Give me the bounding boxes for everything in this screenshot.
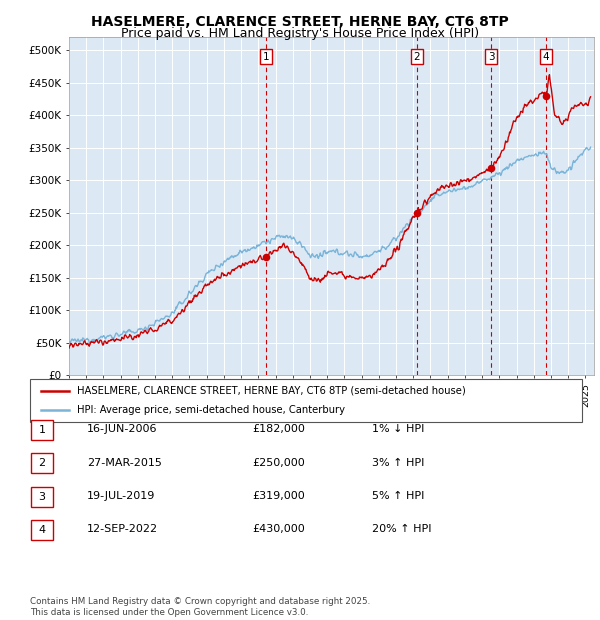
Text: 2: 2 (38, 458, 46, 468)
Text: 5% ↑ HPI: 5% ↑ HPI (372, 491, 424, 501)
Text: Contains HM Land Registry data © Crown copyright and database right 2025.
This d: Contains HM Land Registry data © Crown c… (30, 598, 370, 617)
Text: £250,000: £250,000 (252, 458, 305, 467)
Text: 4: 4 (542, 51, 549, 62)
Text: HASELMERE, CLARENCE STREET, HERNE BAY, CT6 8TP: HASELMERE, CLARENCE STREET, HERNE BAY, C… (91, 16, 509, 30)
Text: 3: 3 (38, 492, 46, 502)
FancyBboxPatch shape (30, 379, 582, 422)
Text: 19-JUL-2019: 19-JUL-2019 (87, 491, 155, 501)
Text: HPI: Average price, semi-detached house, Canterbury: HPI: Average price, semi-detached house,… (77, 405, 345, 415)
Point (541, 91, 551, 100)
Text: 1: 1 (263, 51, 269, 62)
Text: 3% ↑ HPI: 3% ↑ HPI (372, 458, 424, 467)
Point (412, 208, 422, 218)
Text: £182,000: £182,000 (252, 424, 305, 434)
Text: £430,000: £430,000 (252, 525, 305, 534)
Point (262, 252, 271, 262)
Text: 27-MAR-2015: 27-MAR-2015 (87, 458, 162, 467)
Text: 2: 2 (413, 51, 420, 62)
Text: 4: 4 (38, 525, 46, 535)
Text: 12-SEP-2022: 12-SEP-2022 (87, 525, 158, 534)
Text: 20% ↑ HPI: 20% ↑ HPI (372, 525, 431, 534)
Text: 1: 1 (38, 425, 46, 435)
Text: 1% ↓ HPI: 1% ↓ HPI (372, 424, 424, 434)
Text: HASELMERE, CLARENCE STREET, HERNE BAY, CT6 8TP (semi-detached house): HASELMERE, CLARENCE STREET, HERNE BAY, C… (77, 386, 466, 396)
FancyBboxPatch shape (31, 453, 53, 473)
FancyBboxPatch shape (31, 487, 53, 507)
Text: £319,000: £319,000 (252, 491, 305, 501)
Text: 3: 3 (488, 51, 495, 62)
FancyBboxPatch shape (31, 420, 53, 440)
Point (487, 163, 496, 173)
FancyBboxPatch shape (31, 520, 53, 540)
Text: 16-JUN-2006: 16-JUN-2006 (87, 424, 157, 434)
Text: Price paid vs. HM Land Registry's House Price Index (HPI): Price paid vs. HM Land Registry's House … (121, 27, 479, 40)
